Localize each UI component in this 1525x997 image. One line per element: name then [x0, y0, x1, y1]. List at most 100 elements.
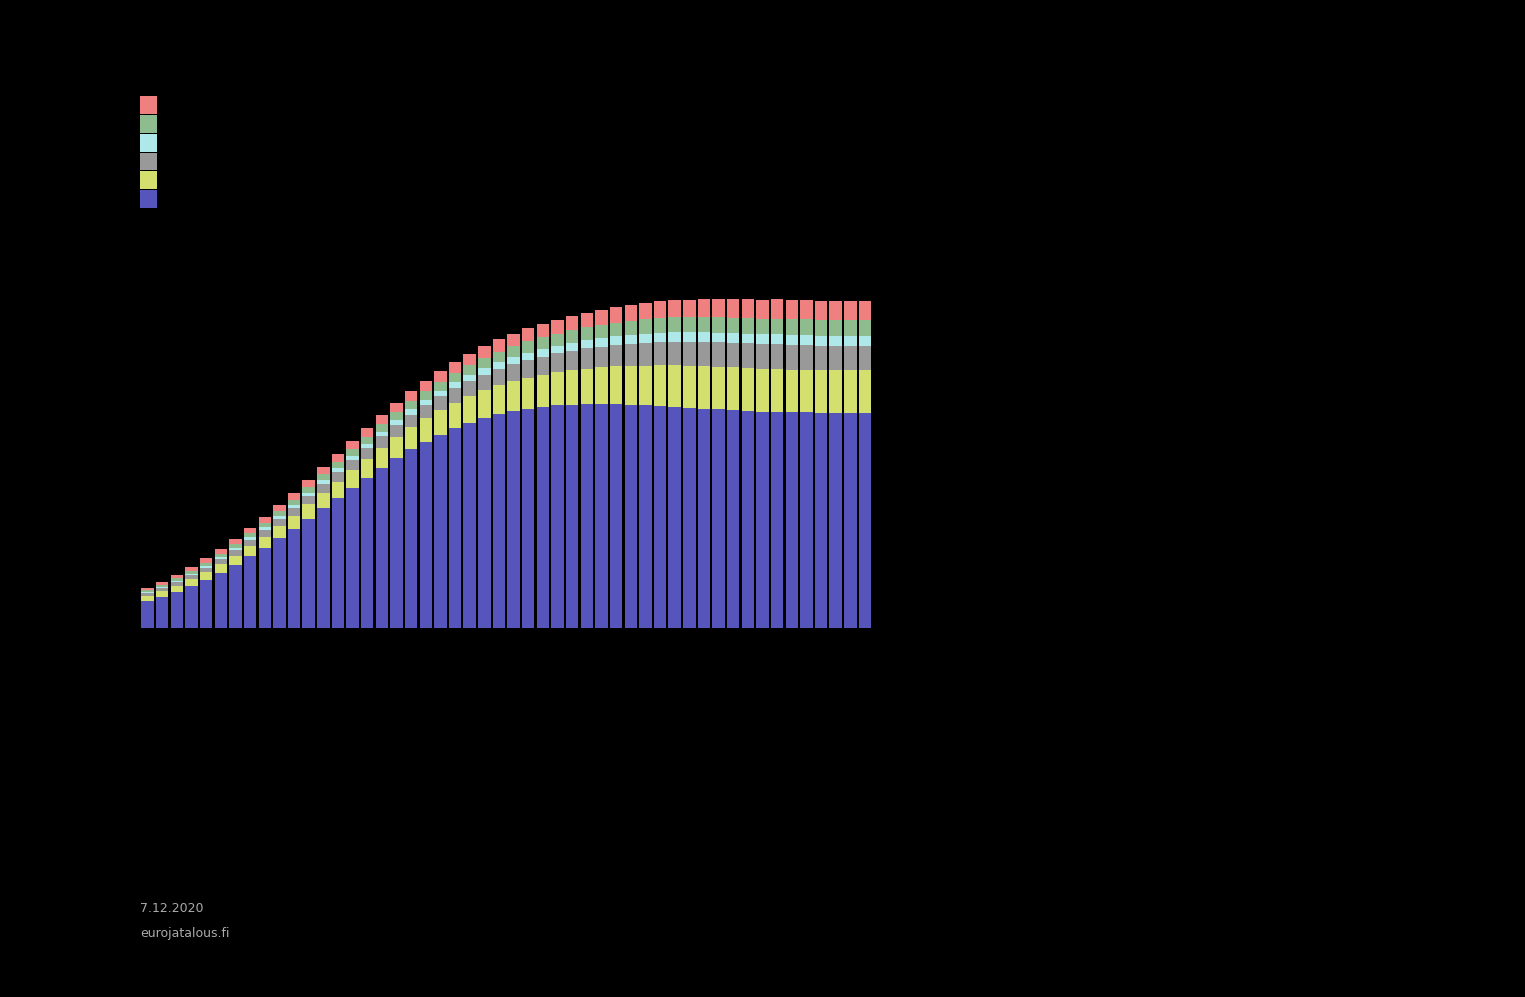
Bar [522, 341, 534, 353]
Bar [288, 493, 300, 499]
Bar [772, 299, 784, 318]
Bar [581, 348, 593, 369]
Bar [244, 533, 256, 537]
Bar [654, 333, 666, 342]
Bar [639, 303, 651, 319]
Bar [361, 437, 374, 444]
Bar [156, 596, 168, 628]
Bar [625, 321, 637, 335]
Bar [171, 578, 183, 581]
Bar [610, 345, 622, 366]
Bar [668, 366, 680, 407]
Bar [142, 600, 154, 628]
Bar [302, 480, 314, 487]
Bar [772, 318, 784, 334]
Bar [654, 342, 666, 366]
Bar [508, 357, 520, 364]
Bar [479, 358, 491, 368]
Bar [566, 351, 578, 371]
Bar [479, 346, 491, 358]
Bar [332, 482, 345, 498]
Bar [801, 335, 813, 345]
Bar [317, 508, 329, 628]
Bar [332, 454, 345, 462]
Bar [772, 412, 784, 628]
Bar [552, 372, 564, 406]
Bar [683, 299, 695, 317]
Bar [537, 324, 549, 338]
Bar [801, 370, 813, 413]
Bar [845, 414, 857, 628]
Bar [390, 412, 403, 420]
Bar [156, 584, 168, 587]
Bar [435, 391, 447, 397]
Text: eurojatalous.fi: eurojatalous.fi [140, 927, 230, 940]
Bar [625, 366, 637, 405]
Bar [406, 410, 418, 415]
Bar [493, 414, 505, 628]
Bar [639, 406, 651, 628]
Bar [273, 519, 285, 526]
Bar [317, 467, 329, 475]
Bar [595, 368, 607, 404]
Bar [215, 573, 227, 628]
Bar [508, 346, 520, 357]
Bar [625, 305, 637, 321]
Bar [288, 515, 300, 529]
Bar [186, 575, 198, 579]
Bar [419, 405, 432, 419]
Bar [639, 366, 651, 406]
Bar [259, 547, 271, 628]
Bar [142, 596, 154, 600]
Bar [302, 504, 314, 518]
Bar [419, 419, 432, 442]
Bar [273, 515, 285, 519]
Bar [419, 381, 432, 391]
Bar [448, 429, 461, 628]
Bar [375, 432, 387, 437]
Bar [741, 318, 753, 334]
Bar [259, 516, 271, 522]
Bar [229, 550, 241, 555]
Bar [712, 367, 724, 410]
Bar [493, 352, 505, 362]
Bar [522, 378, 534, 409]
Bar [508, 411, 520, 628]
Bar [668, 342, 680, 366]
Bar [522, 328, 534, 341]
Bar [346, 488, 358, 628]
Bar [375, 437, 387, 448]
Bar [171, 581, 183, 582]
Bar [479, 418, 491, 628]
Bar [625, 335, 637, 344]
Bar [537, 357, 549, 375]
Bar [552, 346, 564, 353]
Bar [317, 475, 329, 481]
Bar [741, 343, 753, 368]
Bar [390, 438, 403, 459]
Bar [361, 428, 374, 437]
Bar [390, 420, 403, 425]
Bar [552, 320, 564, 334]
Bar [302, 487, 314, 493]
Bar [654, 366, 666, 406]
Bar [772, 344, 784, 369]
Bar [259, 522, 271, 527]
Bar [610, 404, 622, 628]
Bar [244, 537, 256, 540]
Bar [464, 423, 476, 628]
Bar [814, 336, 827, 346]
Bar [712, 299, 724, 317]
Bar [756, 334, 769, 344]
Bar [712, 342, 724, 367]
Bar [390, 425, 403, 438]
Bar [741, 368, 753, 411]
Bar [668, 300, 680, 317]
Bar [448, 388, 461, 403]
Bar [814, 320, 827, 336]
Bar [859, 346, 871, 370]
Bar [683, 317, 695, 332]
Bar [375, 468, 387, 628]
Bar [683, 332, 695, 342]
Bar [171, 586, 183, 592]
